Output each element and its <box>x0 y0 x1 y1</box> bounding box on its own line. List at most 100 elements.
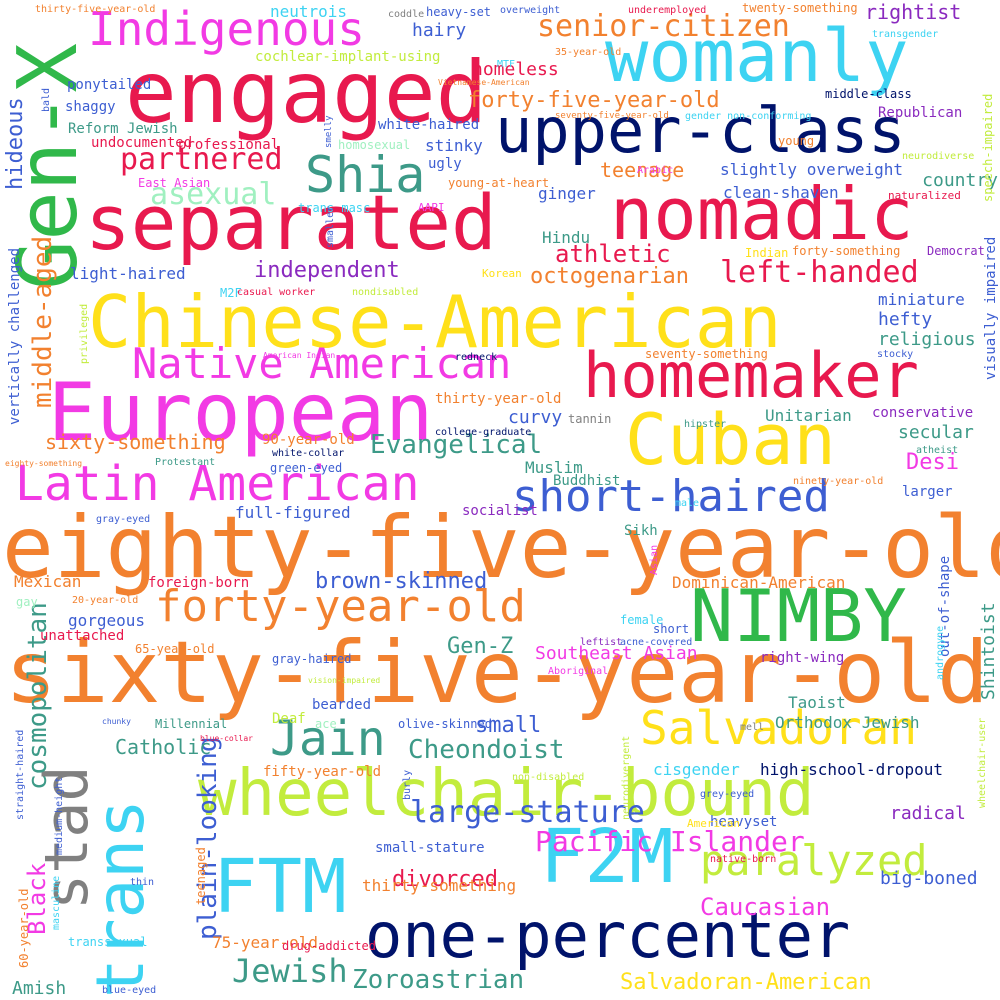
word-cloud-term: Dominican-American <box>672 573 846 592</box>
word-cloud-term: stinky <box>425 136 483 155</box>
word-cloud-term: non-disabled <box>512 772 585 783</box>
word-cloud-term: ponytailed <box>67 77 152 93</box>
word-cloud-term: Catholic <box>115 735 212 759</box>
word-cloud-term: neurodiverse <box>902 151 975 162</box>
word-cloud-term: bearded <box>312 697 372 713</box>
word-cloud-term: Sikh <box>624 523 658 539</box>
word-cloud-term: religious <box>878 329 976 350</box>
word-cloud-term: Indian <box>745 246 789 260</box>
word-cloud-term: young <box>778 134 815 148</box>
word-cloud-term: American Indian <box>263 351 336 360</box>
word-cloud-term: FTM <box>213 844 347 930</box>
word-cloud-term: rightist <box>865 0 962 24</box>
word-cloud-term: homemaker <box>583 339 919 412</box>
word-cloud-term: casual worker <box>237 287 316 298</box>
word-cloud-term: speech-impaired <box>981 93 995 202</box>
word-cloud-term: eighty-something <box>5 459 83 468</box>
word-cloud-term: chunky <box>102 717 131 726</box>
word-cloud-term: 90-year-old <box>262 432 355 448</box>
word-cloud-term: cisgender <box>653 760 740 779</box>
word-cloud-term: leftist <box>580 637 623 648</box>
word-cloud-term: trans masc <box>298 201 371 215</box>
word-cloud-term: forty-something <box>792 244 901 258</box>
word-cloud-term: gender non-conforming <box>685 111 812 122</box>
word-cloud-term: clean-shaven <box>723 183 839 202</box>
word-cloud-term: big-boned <box>880 868 978 889</box>
word-cloud-term: Pacific Islander <box>535 825 805 858</box>
word-cloud-term: secular <box>898 422 974 443</box>
word-cloud-term: M2F <box>220 286 242 300</box>
word-cloud-term: atheist <box>916 445 959 456</box>
word-cloud-term: Reform Jewish <box>68 121 178 137</box>
word-cloud-term: Taoist <box>788 693 846 712</box>
word-cloud-term: Democrat <box>927 244 985 258</box>
word-cloud-term: 20-year-old <box>72 595 139 606</box>
word-cloud-term: American <box>687 817 740 830</box>
word-cloud-term: senior-citizen <box>537 9 790 44</box>
word-cloud-term: hipster <box>684 419 727 430</box>
word-cloud-term: European <box>48 366 434 459</box>
word-cloud-term: twenty-something <box>742 1 858 15</box>
word-cloud-term: grey-eyed <box>700 789 755 800</box>
word-cloud-term: heavy-set <box>426 5 492 19</box>
word-cloud-term: masculine <box>51 875 62 930</box>
word-cloud-term: androgyne <box>935 625 946 680</box>
word-cloud-term: coddle <box>388 9 425 20</box>
word-cloud-term: athletic <box>555 240 671 268</box>
word-cloud-term: young-at-heart <box>448 176 550 190</box>
word-cloud-term: professional <box>178 137 280 153</box>
word-cloud-term: AAPI <box>418 201 445 214</box>
word-cloud-term: straight-haired <box>15 729 26 820</box>
word-cloud-term: miniature <box>878 290 965 309</box>
word-cloud-term: neutrois <box>270 2 348 21</box>
word-cloud-term: womanly <box>605 14 909 98</box>
word-cloud-term: blue-eyed <box>102 985 157 996</box>
word-cloud-term: forty-year-old <box>155 581 526 632</box>
word-cloud-term: female <box>620 613 664 627</box>
word-cloud-term: privileged <box>79 303 90 364</box>
word-cloud-term: full-figured <box>235 503 351 522</box>
word-cloud-term: Hindu <box>542 228 591 247</box>
word-cloud-term: visually impaired <box>983 236 999 380</box>
word-cloud-term: Unitarian <box>765 406 852 425</box>
word-cloud-term: smaller <box>325 205 336 248</box>
word-cloud-term: Mexican <box>14 572 82 591</box>
word-cloud-term: shaggy <box>65 99 116 115</box>
word-cloud-term: divorced <box>392 867 498 892</box>
word-cloud-term: thin <box>130 877 155 888</box>
word-cloud-term: undocumented <box>91 135 193 151</box>
word-cloud-term: teenaged <box>194 847 208 905</box>
word-cloud-term: heavyset <box>710 814 778 830</box>
word-cloud-term: sixty-five-year-old <box>5 623 989 723</box>
word-cloud-term: 65-year-old <box>135 642 215 656</box>
word-cloud-term: burly <box>402 769 413 800</box>
word-cloud-term: bald <box>41 87 52 112</box>
word-cloud-term: Protestant <box>155 457 216 468</box>
word-cloud-term: country <box>922 170 998 191</box>
word-cloud-term: medium-height <box>54 776 65 855</box>
word-cloud-term: homosexual <box>338 138 411 152</box>
word-cloud-term: male <box>675 498 700 509</box>
word-cloud-term: left-handed <box>720 255 919 290</box>
word-cloud-term: Zoroastrian <box>352 965 525 995</box>
word-cloud-term: Chinese-American <box>88 280 782 364</box>
word-cloud-term: overweight <box>500 5 561 16</box>
word-cloud-term: stocky <box>877 349 914 360</box>
word-cloud-term: 35-year-old <box>555 47 622 58</box>
word-cloud-term: teenage <box>600 158 685 182</box>
word-cloud-term: native-born <box>710 854 777 865</box>
word-cloud-term: middle-aged <box>28 235 58 408</box>
word-cloud-term: Vietnamese-American <box>438 78 530 87</box>
word-cloud-term: East Asian <box>138 176 211 190</box>
word-cloud-term: redneck <box>455 352 498 363</box>
word-cloud-term: nomadic <box>610 172 914 256</box>
word-cloud-term: MTF <box>497 59 516 70</box>
word-cloud-term: ugly <box>428 156 462 172</box>
word-cloud-term: underemployed <box>628 5 707 16</box>
word-cloud-term: Latin American <box>15 456 420 512</box>
word-cloud-term: cochlear-implant-using <box>255 49 441 65</box>
word-cloud-term: octogenarian <box>530 264 689 289</box>
word-cloud-term: Aboriginal <box>548 666 609 677</box>
word-cloud-term: tannin <box>568 412 612 426</box>
word-cloud-term: partnered <box>120 142 283 177</box>
